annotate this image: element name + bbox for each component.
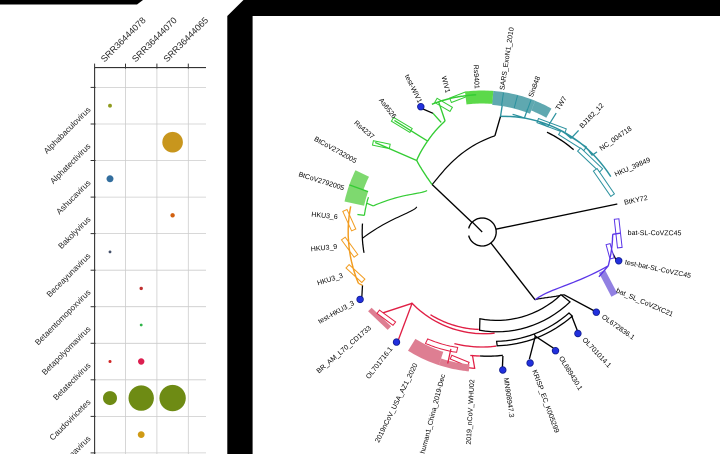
svg-text:OL672836.1: OL672836.1 xyxy=(600,314,636,342)
svg-text:KRISP_EC_K005299: KRISP_EC_K005299 xyxy=(530,369,559,434)
svg-text:HKU3_9: HKU3_9 xyxy=(311,244,338,254)
svg-text:2019_nCoV_WHU02: 2019_nCoV_WHU02 xyxy=(466,379,477,445)
svg-text:Betatectivirus: Betatectivirus xyxy=(51,361,92,402)
svg-text:BJ182_12: BJ182_12 xyxy=(579,102,606,130)
svg-text:BtCoV2792005: BtCoV2792005 xyxy=(298,171,345,192)
svg-text:Cornavirus: Cornavirus xyxy=(58,434,92,454)
svg-text:MN908947.3: MN908947.3 xyxy=(502,377,515,418)
svg-text:Rs9401: Rs9401 xyxy=(472,65,480,90)
svg-text:bat-SL-CoVZC45: bat-SL-CoVZC45 xyxy=(628,230,682,237)
svg-text:TW7: TW7 xyxy=(555,95,569,111)
svg-text:OL701014.1: OL701014.1 xyxy=(581,337,613,370)
svg-text:Rs4237: Rs4237 xyxy=(352,120,375,141)
svg-text:As6526: As6526 xyxy=(377,97,397,120)
svg-text:OL701716.1: OL701716.1 xyxy=(365,346,394,381)
svg-text:test-HKU3_3: test-HKU3_3 xyxy=(317,300,356,326)
svg-text:HKU_39849: HKU_39849 xyxy=(614,157,652,179)
svg-text:BR_AM_L70_CD1733: BR_AM_L70_CD1733 xyxy=(316,325,373,375)
svg-text:BtKY72: BtKY72 xyxy=(624,195,649,207)
svg-text:BtCoV2732005: BtCoV2732005 xyxy=(313,136,358,165)
svg-text:SARS_ExoN1_2010: SARS_ExoN1_2010 xyxy=(499,27,516,91)
svg-text:human1_China_2019-Dec: human1_China_2019-Dec xyxy=(420,373,448,454)
svg-text:test-WIV1: test-WIV1 xyxy=(403,74,423,105)
svg-text:HKU3_3: HKU3_3 xyxy=(317,273,344,288)
svg-text:Sin848: Sin848 xyxy=(528,75,542,98)
svg-text:bat_SL_CoVZXC21: bat_SL_CoVZXC21 xyxy=(615,288,674,319)
svg-text:test-bat-SL-CoVZC45: test-bat-SL-CoVZC45 xyxy=(624,259,691,280)
svg-text:OL689430.1: OL689430.1 xyxy=(557,355,583,392)
svg-text:NC_004718: NC_004718 xyxy=(599,125,634,152)
svg-text:HKU3_6: HKU3_6 xyxy=(311,212,338,222)
svg-text:WIV1: WIV1 xyxy=(440,75,451,93)
svg-text:Bakolyvirus: Bakolyvirus xyxy=(57,215,93,251)
svg-text:Ashucavirus: Ashucavirus xyxy=(55,178,93,216)
svg-text:2019nCoV_USA_AZ1_2020: 2019nCoV_USA_AZ1_2020 xyxy=(374,362,419,444)
